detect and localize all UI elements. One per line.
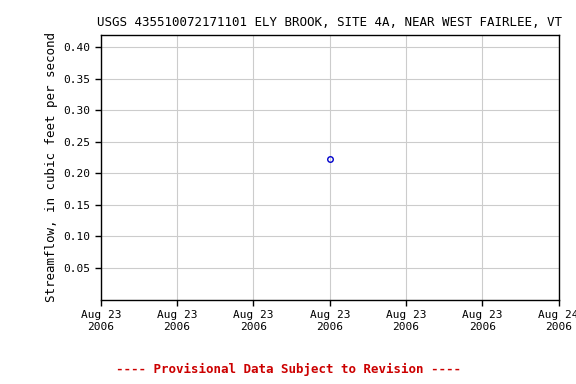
Title: USGS 435510072171101 ELY BROOK, SITE 4A, NEAR WEST FAIRLEE, VT: USGS 435510072171101 ELY BROOK, SITE 4A,…: [97, 16, 562, 29]
Y-axis label: Streamflow, in cubic feet per second: Streamflow, in cubic feet per second: [45, 32, 58, 302]
Text: ---- Provisional Data Subject to Revision ----: ---- Provisional Data Subject to Revisio…: [116, 363, 460, 376]
